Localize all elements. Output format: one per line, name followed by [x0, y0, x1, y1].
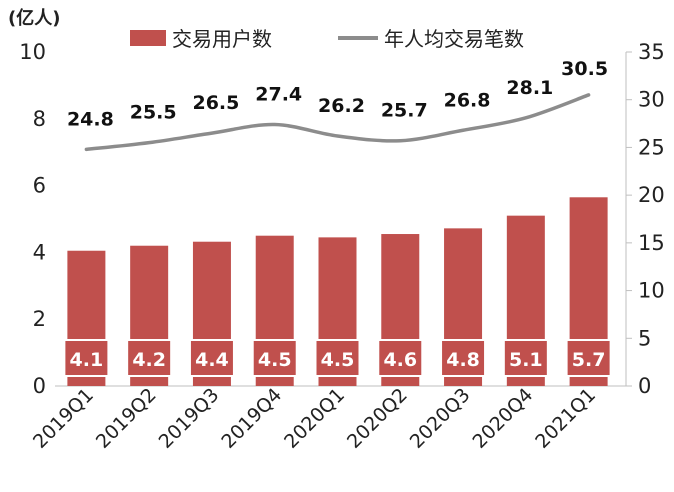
line-value-label: 30.5 [561, 58, 608, 80]
series-line-trades-per-user [84, 93, 591, 152]
y-left-tick-label: 0 [33, 374, 46, 398]
bar-label-box [188, 339, 235, 377]
bar-label-box [126, 339, 173, 377]
line-value-label: 25.7 [381, 100, 428, 122]
bar-label-box [314, 339, 361, 377]
bar-label-box [502, 339, 549, 377]
x-tick-label: 2019Q4 [217, 384, 286, 453]
y-right-tick-label: 10 [638, 279, 665, 303]
x-tick-label: 2021Q1 [531, 384, 600, 453]
y-left-tick-label: 2 [33, 307, 46, 331]
bar-value-label: 4.6 [383, 349, 417, 371]
x-tick-label: 2019Q3 [155, 384, 224, 453]
bar-value-label: 4.1 [70, 349, 104, 371]
y-left-tick-label: 10 [19, 40, 46, 64]
x-tick-label: 2020Q3 [406, 384, 475, 453]
y-right-tick-label: 15 [638, 231, 665, 255]
y-left-tick-label: 6 [33, 174, 46, 198]
bar-value-label: 4.5 [321, 349, 355, 371]
legend-label-trades: 年人均交易笔数 [384, 27, 524, 51]
bar-value-label: 4.2 [132, 349, 166, 371]
bar-value-label: 5.1 [509, 349, 543, 371]
bar-label-box [565, 339, 612, 377]
bar-label-box [377, 339, 424, 377]
line-value-label: 26.8 [444, 89, 491, 111]
y-right-tick-label: 5 [638, 326, 651, 350]
line-value-label: 26.2 [318, 95, 365, 117]
x-tick-label: 2020Q4 [468, 384, 537, 453]
line-value-label: 24.8 [67, 108, 114, 130]
line-value-label: 27.4 [255, 84, 302, 106]
x-tick-label: 2020Q1 [280, 384, 349, 453]
line-value-label: 26.5 [192, 92, 239, 114]
y-left-unit-label: (亿人) [8, 7, 60, 29]
line-value-label: 28.1 [506, 77, 553, 99]
x-tick-label: 2020Q2 [343, 384, 412, 453]
y-left-tick-label: 4 [33, 240, 46, 264]
line-value-label: 25.5 [130, 102, 177, 124]
bar-label-box [440, 339, 487, 377]
bar-value-label: 4.8 [446, 349, 480, 371]
y-right-tick-label: 20 [638, 183, 665, 207]
y-right-tick-label: 30 [638, 88, 665, 112]
legend-swatch-bar [130, 30, 166, 46]
y-right-tick-label: 0 [638, 374, 651, 398]
bar-value-label: 4.4 [195, 349, 229, 371]
y-left-tick-label: 8 [33, 107, 46, 131]
x-tick-label: 2019Q2 [92, 384, 161, 453]
bar-label-box [251, 339, 298, 377]
bar-value-label: 5.7 [572, 349, 606, 371]
legend-label-users: 交易用户数 [172, 27, 272, 51]
y-right-tick-label: 35 [638, 40, 665, 64]
bar-label-box [63, 339, 110, 377]
bar-value-label: 4.5 [258, 349, 292, 371]
y-right-tick-label: 25 [638, 135, 665, 159]
